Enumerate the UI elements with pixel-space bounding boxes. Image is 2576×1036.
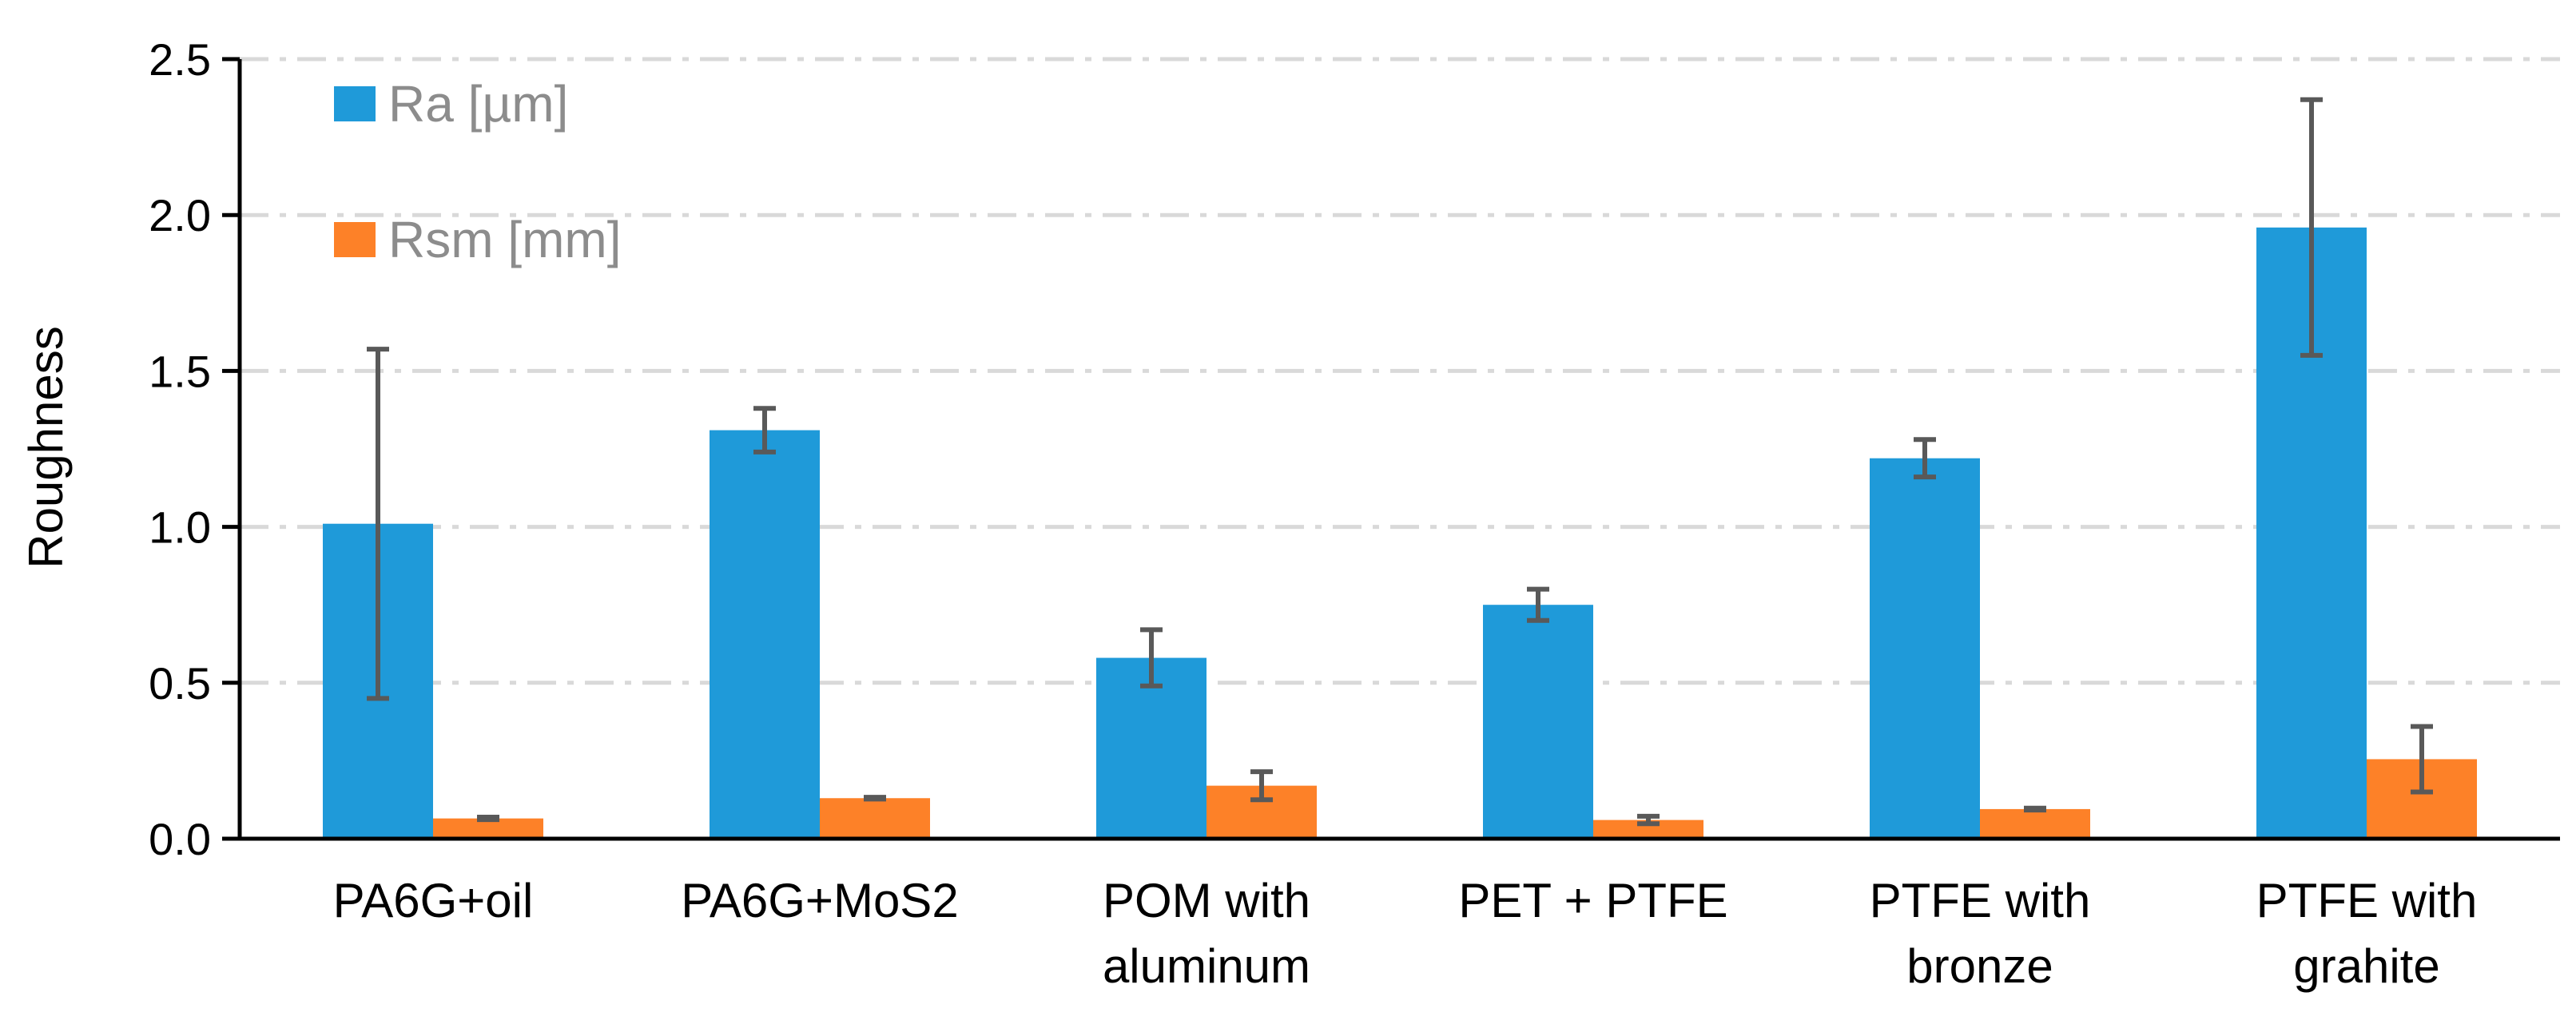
error-bar <box>1637 813 1660 827</box>
gridlines <box>240 57 2560 685</box>
y-tick-label: 2.0 <box>149 190 211 240</box>
legend-label: Ra [µm] <box>388 75 568 133</box>
legend-label: Rsm [mm] <box>388 211 622 268</box>
x-category-label: POM with aluminum <box>1103 874 1310 993</box>
axis-labels: 0.0 0.5 1.0 1.5 2.0 2.5 PA6G+oil PA6G+MoS2 POM w… <box>149 34 2477 993</box>
bars <box>323 227 2477 839</box>
x-category-label: PA6G+MoS2 <box>681 874 958 927</box>
error-bar <box>1914 437 1936 480</box>
error-bar <box>1250 769 1273 803</box>
bar-rsm <box>1593 820 1703 839</box>
error-bar <box>367 347 389 701</box>
y-tick-label: 1.0 <box>149 502 211 553</box>
bar-rsm <box>1980 808 2090 839</box>
x-category-label: PA6G+oil <box>333 874 534 927</box>
error-bar <box>753 406 776 454</box>
error-bar <box>1140 627 1163 689</box>
bar-ra <box>1870 458 1980 839</box>
y-tick-label: 2.5 <box>149 34 211 85</box>
x-category-label: PET + PTFE <box>1458 874 1727 927</box>
y-axis-title: Roughness <box>19 326 73 569</box>
error-bar <box>477 815 499 823</box>
x-category-label: PTFE with grahite <box>2256 874 2478 993</box>
bar-rsm <box>820 798 930 839</box>
bar-ra <box>710 430 820 839</box>
error-bar <box>1527 586 1549 623</box>
y-tick-label: 0.0 <box>149 814 211 864</box>
legend-swatch <box>334 86 376 121</box>
bar-ra <box>1483 605 1593 839</box>
x-category-label: PTFE with bronze <box>1870 874 2091 993</box>
y-tick-label: 0.5 <box>149 658 211 709</box>
error-bar <box>2300 97 2323 358</box>
error-bar <box>2024 805 2046 813</box>
error-bar <box>2411 724 2433 795</box>
y-tick-label: 1.5 <box>149 346 211 396</box>
error-bar <box>864 795 886 802</box>
error-bars <box>367 97 2433 827</box>
legend-swatch <box>334 222 376 257</box>
axes <box>222 57 2560 841</box>
legend: Ra [µm] Rsm [mm] <box>334 75 622 268</box>
